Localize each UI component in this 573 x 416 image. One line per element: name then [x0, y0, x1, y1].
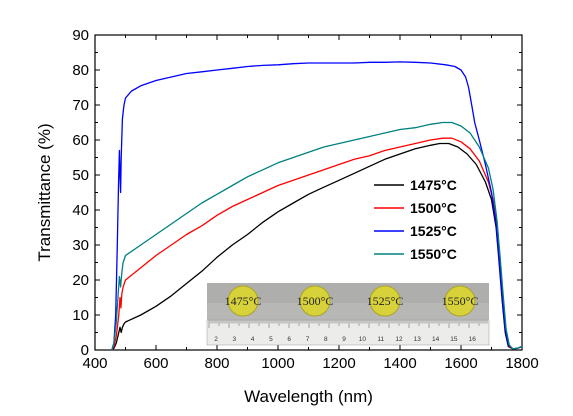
ruler-label: 12 [395, 336, 403, 343]
legend: 1475°C 1500°C 1525°C 1550°C [374, 177, 457, 262]
x-tick-label: 1600 [444, 355, 477, 372]
sample-label: 1475°C [225, 294, 262, 308]
axis-ticks [94, 34, 523, 351]
ruler-label: 6 [287, 336, 291, 343]
y-tick-label: 60 [72, 132, 89, 149]
x-tick-label: 1200 [322, 355, 355, 372]
series-line-2 [111, 61, 523, 351]
inset-photo: 1475°C 1500°C 1525°C 1550°C 2 3 4 5 6 7 8 9 10 11 12 1… [206, 283, 490, 346]
ruler [206, 319, 490, 346]
x-tick-label: 1800 [505, 355, 538, 372]
legend-label: 1550°C [410, 246, 457, 262]
ruler-label: 14 [432, 336, 440, 343]
tick-labels: 400 600 800 1000 1200 1400 1600 1800 0 10 20 30 40 50… [72, 27, 538, 372]
legend-label: 1525°C [410, 223, 457, 239]
y-tick-label: 40 [72, 202, 89, 219]
x-tick-label: 400 [82, 355, 107, 372]
ruler-label: 13 [414, 336, 422, 343]
ruler-label: 11 [377, 336, 384, 343]
y-tick-label: 70 [72, 97, 89, 114]
y-tick-label: 20 [72, 272, 89, 289]
sample-disc [227, 285, 259, 317]
ruler-label: 9 [342, 336, 346, 343]
series-lines [111, 61, 523, 351]
sample-disc [299, 285, 331, 317]
legend-label: 1475°C [410, 177, 457, 193]
x-tick-label: 600 [143, 355, 168, 372]
ruler-label: 16 [469, 336, 477, 343]
ruler-label: 10 [359, 336, 367, 343]
sample-discs: 1475°C 1500°C 1525°C 1550°C [225, 285, 479, 317]
x-axis-title: Wavelength (nm) [244, 387, 373, 406]
ruler-label: 7 [306, 336, 310, 343]
y-axis-title: Transmittance (%) [35, 123, 54, 261]
x-tick-label: 1000 [261, 355, 294, 372]
legend-label: 1500°C [410, 200, 457, 216]
ruler-label: 8 [324, 336, 328, 343]
y-tick-label: 50 [72, 167, 89, 184]
ruler-label: 4 [251, 336, 255, 343]
x-tick-label: 1400 [383, 355, 416, 372]
series-line-3 [111, 121, 523, 351]
y-tick-label: 90 [72, 27, 89, 44]
ruler-label: 15 [450, 336, 458, 343]
ruler-ticks: 2 3 4 5 6 7 8 9 10 11 12 13 14 15 16 [208, 320, 488, 343]
sample-label: 1500°C [297, 294, 334, 308]
ruler-label: 3 [232, 336, 236, 343]
y-tick-label: 80 [72, 62, 89, 79]
y-tick-label: 30 [72, 237, 89, 254]
sample-disc [369, 285, 401, 317]
sample-disc [444, 285, 476, 317]
ruler-label: 2 [214, 336, 218, 343]
inset-photo-shading [207, 283, 489, 303]
y-tick-label: 10 [72, 307, 89, 324]
sample-label: 1525°C [367, 294, 404, 308]
sample-label: 1550°C [442, 294, 479, 308]
ruler-label: 5 [269, 336, 273, 343]
y-tick-label: 0 [81, 342, 89, 359]
x-tick-label: 800 [204, 355, 229, 372]
